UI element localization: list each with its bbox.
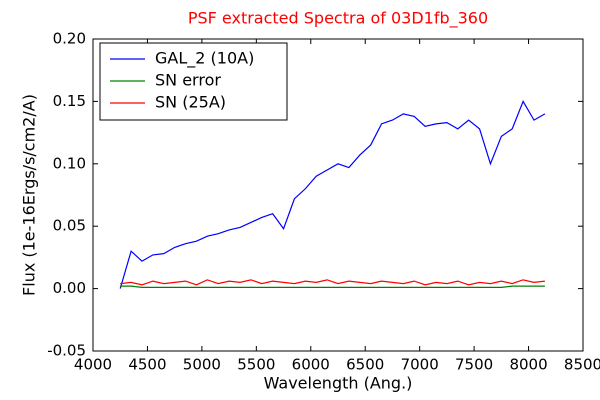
series-line [120, 279, 545, 286]
y-tick-label: -0.05 [47, 342, 86, 360]
x-tick-label: 8500 [564, 356, 600, 374]
y-tick-label: 0.10 [53, 154, 86, 172]
legend-label: SN error [155, 71, 221, 90]
x-tick-label: 4000 [74, 356, 112, 374]
x-tick-label: 5500 [237, 356, 275, 374]
series-line [119, 100, 546, 289]
y-tick-label: 0.20 [53, 30, 86, 48]
x-tick-label: 4500 [128, 356, 166, 374]
y-axis-label: Flux (1e-16Ergs/s/cm2/A) [20, 94, 39, 296]
y-tick-label: 0.05 [53, 217, 86, 235]
y-tick-label: 0.00 [53, 279, 86, 297]
x-tick-label: 6000 [292, 356, 330, 374]
x-tick-label: 7500 [455, 356, 493, 374]
x-tick-label: 6500 [346, 356, 384, 374]
legend-label: SN (25A) [155, 93, 226, 112]
x-tick-label: 5000 [183, 356, 221, 374]
x-tick-label: 8000 [509, 356, 547, 374]
legend-label: GAL_2 (10A) [155, 49, 254, 69]
x-tick-label: 7000 [401, 356, 439, 374]
x-axis-label: Wavelength (Ang.) [264, 374, 413, 393]
y-tick-label: 0.15 [53, 92, 86, 110]
chart-title: PSF extracted Spectra of 03D1fb_360 [188, 9, 488, 29]
series-line [120, 285, 545, 288]
plot-frame [92, 38, 584, 352]
